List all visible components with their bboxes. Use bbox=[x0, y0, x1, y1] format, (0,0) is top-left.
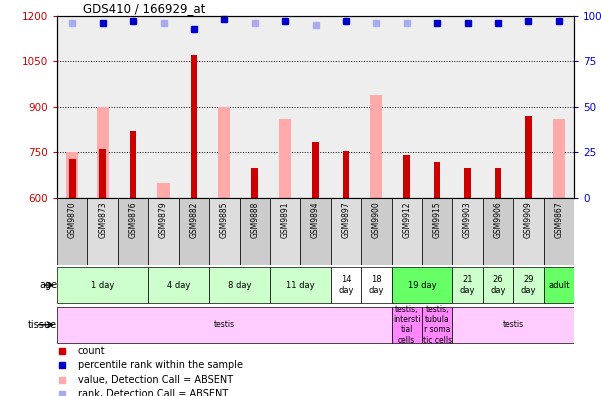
Text: 1 day: 1 day bbox=[91, 281, 114, 289]
Text: GSM9873: GSM9873 bbox=[98, 201, 107, 238]
Text: 18
day: 18 day bbox=[368, 276, 384, 295]
Bar bbox=[464, 168, 471, 198]
Text: GSM9900: GSM9900 bbox=[372, 201, 381, 238]
Text: 29
day: 29 day bbox=[520, 276, 536, 295]
Bar bbox=[57, 307, 391, 343]
Bar bbox=[118, 198, 148, 265]
Bar bbox=[483, 267, 513, 303]
Bar bbox=[370, 95, 382, 198]
Text: 26
day: 26 day bbox=[490, 276, 505, 295]
Text: GSM9879: GSM9879 bbox=[159, 201, 168, 238]
Bar bbox=[453, 198, 483, 265]
Bar bbox=[513, 198, 543, 265]
Bar bbox=[513, 267, 543, 303]
Bar bbox=[270, 267, 331, 303]
Text: GSM9867: GSM9867 bbox=[554, 201, 563, 238]
Text: GSM9891: GSM9891 bbox=[281, 201, 290, 238]
Bar bbox=[240, 198, 270, 265]
Text: testis,
intersti
tial
cells: testis, intersti tial cells bbox=[393, 305, 421, 345]
Bar bbox=[148, 267, 209, 303]
Bar bbox=[57, 198, 88, 265]
Text: 14
day: 14 day bbox=[338, 276, 353, 295]
Bar bbox=[422, 307, 453, 343]
Text: adult: adult bbox=[548, 281, 570, 289]
Text: tissue: tissue bbox=[28, 320, 57, 330]
Bar bbox=[453, 307, 574, 343]
Bar bbox=[209, 267, 270, 303]
Text: 21
day: 21 day bbox=[460, 276, 475, 295]
Bar bbox=[331, 198, 361, 265]
Bar bbox=[422, 198, 453, 265]
Bar bbox=[434, 162, 441, 198]
Bar bbox=[312, 142, 319, 198]
Text: GSM9906: GSM9906 bbox=[493, 201, 502, 238]
Bar bbox=[543, 198, 574, 265]
Text: GSM9882: GSM9882 bbox=[189, 201, 198, 238]
Bar bbox=[525, 116, 532, 198]
Bar bbox=[391, 307, 422, 343]
Bar bbox=[157, 183, 169, 198]
Bar bbox=[553, 119, 565, 198]
Text: age: age bbox=[39, 280, 57, 290]
Bar bbox=[57, 267, 148, 303]
Bar bbox=[403, 156, 410, 198]
Bar bbox=[300, 198, 331, 265]
Text: GSM9903: GSM9903 bbox=[463, 201, 472, 238]
Text: 4 day: 4 day bbox=[167, 281, 191, 289]
Text: testis: testis bbox=[502, 320, 523, 329]
Text: GSM9885: GSM9885 bbox=[220, 201, 229, 238]
Text: GSM9894: GSM9894 bbox=[311, 201, 320, 238]
Bar bbox=[361, 267, 391, 303]
Text: testis,
tubula
r soma
tic cells: testis, tubula r soma tic cells bbox=[423, 305, 452, 345]
Text: percentile rank within the sample: percentile rank within the sample bbox=[78, 360, 243, 370]
Text: GSM9888: GSM9888 bbox=[250, 201, 259, 238]
Bar bbox=[331, 267, 361, 303]
Bar bbox=[543, 267, 574, 303]
Bar bbox=[391, 198, 422, 265]
Text: GDS410 / 166929_at: GDS410 / 166929_at bbox=[83, 2, 206, 15]
Bar bbox=[69, 158, 76, 198]
Bar bbox=[495, 168, 501, 198]
Text: rank, Detection Call = ABSENT: rank, Detection Call = ABSENT bbox=[78, 389, 228, 396]
Bar bbox=[97, 107, 109, 198]
Text: GSM9909: GSM9909 bbox=[524, 201, 533, 238]
Bar bbox=[483, 198, 513, 265]
Bar bbox=[453, 267, 483, 303]
Bar bbox=[391, 267, 453, 303]
Bar bbox=[178, 198, 209, 265]
Bar bbox=[66, 152, 78, 198]
Bar bbox=[88, 198, 118, 265]
Text: GSM9870: GSM9870 bbox=[68, 201, 77, 238]
Bar bbox=[99, 149, 106, 198]
Text: 19 day: 19 day bbox=[407, 281, 436, 289]
Text: count: count bbox=[78, 346, 105, 356]
Bar bbox=[148, 198, 178, 265]
Text: value, Detection Call = ABSENT: value, Detection Call = ABSENT bbox=[78, 375, 233, 385]
Bar bbox=[191, 55, 197, 198]
Bar bbox=[343, 151, 349, 198]
Text: 11 day: 11 day bbox=[286, 281, 315, 289]
Text: 8 day: 8 day bbox=[228, 281, 251, 289]
Bar bbox=[279, 119, 291, 198]
Text: GSM9897: GSM9897 bbox=[341, 201, 350, 238]
Bar bbox=[130, 131, 136, 198]
Text: GSM9915: GSM9915 bbox=[433, 201, 442, 238]
Text: testis: testis bbox=[214, 320, 235, 329]
Text: GSM9876: GSM9876 bbox=[129, 201, 138, 238]
Bar bbox=[270, 198, 300, 265]
Text: GSM9912: GSM9912 bbox=[402, 201, 411, 238]
Bar bbox=[218, 107, 230, 198]
Bar bbox=[251, 168, 258, 198]
Bar bbox=[361, 198, 391, 265]
Bar bbox=[209, 198, 240, 265]
